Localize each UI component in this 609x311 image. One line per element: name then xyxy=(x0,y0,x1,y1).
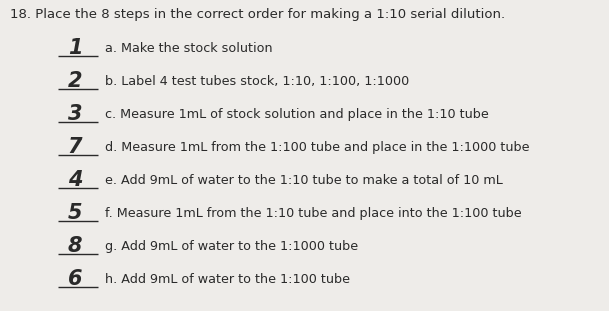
Text: e. Add 9mL of water to the 1:10 tube to make a total of 10 mL: e. Add 9mL of water to the 1:10 tube to … xyxy=(105,174,503,187)
Text: a. Make the stock solution: a. Make the stock solution xyxy=(105,42,273,55)
Text: f. Measure 1mL from the 1:10 tube and place into the 1:100 tube: f. Measure 1mL from the 1:10 tube and pl… xyxy=(105,207,522,220)
Text: d. Measure 1mL from the 1:100 tube and place in the 1:1000 tube: d. Measure 1mL from the 1:100 tube and p… xyxy=(105,141,529,154)
Text: 7: 7 xyxy=(68,137,82,157)
Text: 18. Place the 8 steps in the correct order for making a 1:10 serial dilution.: 18. Place the 8 steps in the correct ord… xyxy=(10,8,505,21)
Text: 6: 6 xyxy=(68,269,82,289)
Text: h. Add 9mL of water to the 1:100 tube: h. Add 9mL of water to the 1:100 tube xyxy=(105,273,350,286)
Text: b. Label 4 test tubes stock, 1:10, 1:100, 1:1000: b. Label 4 test tubes stock, 1:10, 1:100… xyxy=(105,75,409,88)
Text: 8: 8 xyxy=(68,236,82,256)
Text: 4: 4 xyxy=(68,170,82,190)
Text: 5: 5 xyxy=(68,203,82,223)
Text: 3: 3 xyxy=(68,104,82,124)
Text: c. Measure 1mL of stock solution and place in the 1:10 tube: c. Measure 1mL of stock solution and pla… xyxy=(105,108,489,121)
Text: g. Add 9mL of water to the 1:1000 tube: g. Add 9mL of water to the 1:1000 tube xyxy=(105,240,358,253)
Text: 2: 2 xyxy=(68,71,82,91)
Text: 1: 1 xyxy=(68,38,82,58)
